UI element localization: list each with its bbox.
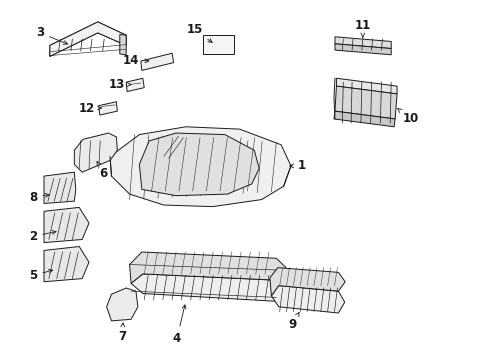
- Text: 10: 10: [397, 108, 418, 125]
- Text: 1: 1: [289, 159, 305, 172]
- Polygon shape: [50, 22, 126, 57]
- Polygon shape: [203, 35, 233, 54]
- Text: 8: 8: [29, 191, 49, 204]
- Text: 3: 3: [36, 26, 67, 44]
- Text: 14: 14: [122, 54, 148, 67]
- Polygon shape: [106, 288, 138, 321]
- Polygon shape: [334, 86, 396, 119]
- Polygon shape: [120, 35, 126, 55]
- Text: 11: 11: [354, 19, 370, 37]
- Polygon shape: [110, 127, 290, 207]
- Text: 4: 4: [173, 305, 185, 345]
- Polygon shape: [336, 78, 396, 94]
- Polygon shape: [44, 247, 89, 282]
- Polygon shape: [126, 78, 144, 91]
- Polygon shape: [99, 102, 117, 115]
- Text: 9: 9: [288, 312, 298, 331]
- Text: 2: 2: [29, 230, 56, 243]
- Text: 13: 13: [108, 78, 131, 91]
- Polygon shape: [271, 285, 344, 313]
- Polygon shape: [333, 111, 394, 127]
- Polygon shape: [74, 133, 117, 172]
- Polygon shape: [44, 172, 76, 203]
- Polygon shape: [139, 133, 259, 195]
- Polygon shape: [141, 53, 173, 71]
- Text: 7: 7: [118, 323, 126, 343]
- Polygon shape: [129, 252, 285, 283]
- Polygon shape: [44, 207, 89, 243]
- Text: 5: 5: [29, 269, 53, 282]
- Polygon shape: [269, 267, 345, 296]
- Text: 12: 12: [79, 102, 101, 114]
- Polygon shape: [334, 44, 390, 55]
- Polygon shape: [334, 37, 390, 49]
- Text: 6: 6: [97, 161, 107, 180]
- Polygon shape: [131, 274, 287, 301]
- Text: 15: 15: [186, 23, 212, 42]
- Polygon shape: [50, 22, 126, 57]
